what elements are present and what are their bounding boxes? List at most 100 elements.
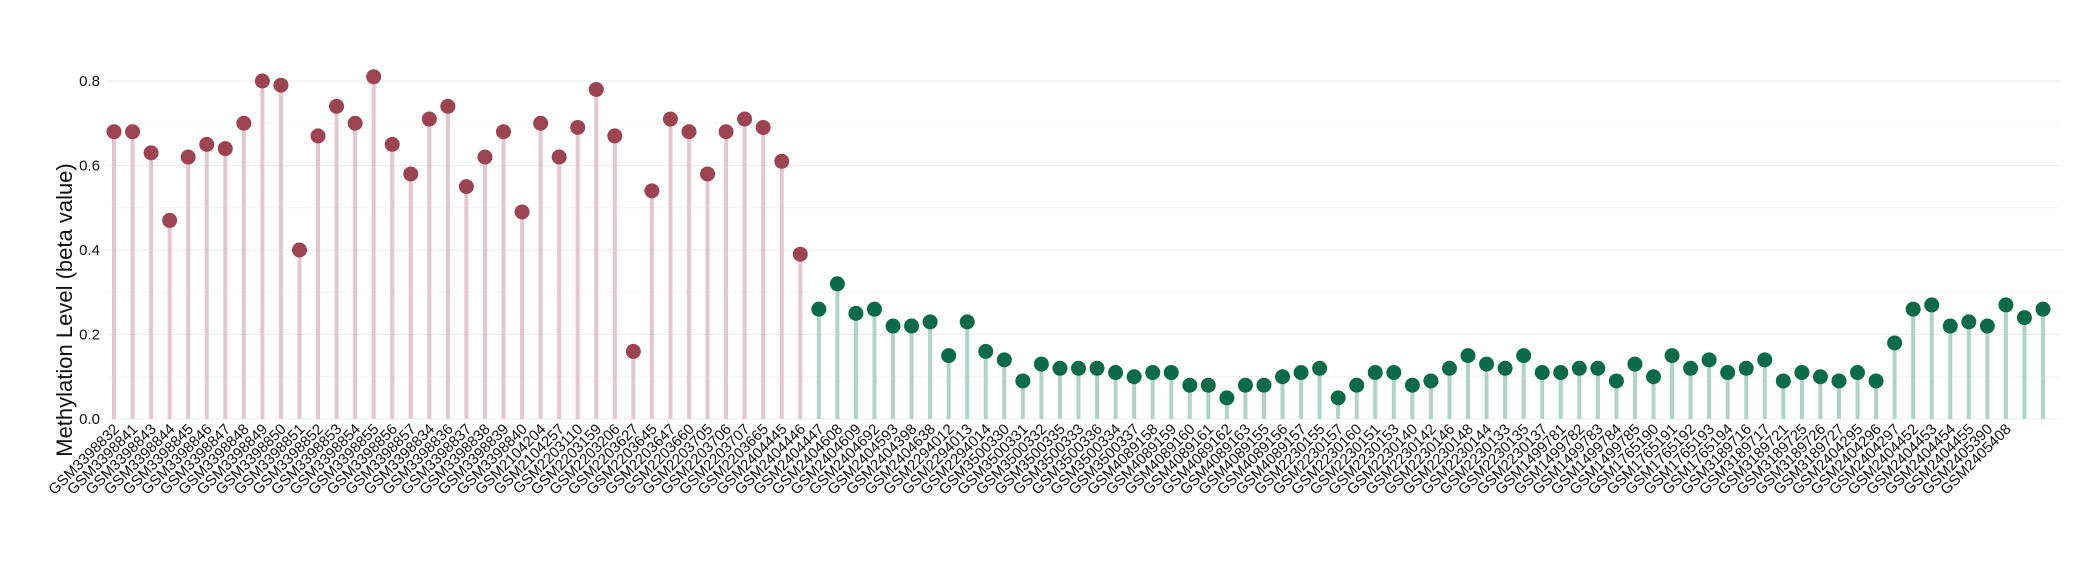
lollipop-dot [1479, 356, 1495, 372]
lollipop-dot [1757, 352, 1773, 368]
lollipop-dot [217, 141, 233, 157]
lollipop-dot [866, 301, 882, 317]
lollipop-dot [291, 242, 307, 258]
y-tick-label: 0.6 [79, 158, 100, 175]
lollipop-dot [1312, 360, 1328, 376]
lollipop-dot [329, 98, 345, 114]
lollipop-dot [959, 314, 975, 330]
lollipop-dot [1145, 365, 1161, 381]
lollipop-dot [1608, 373, 1624, 389]
lollipop-dot [607, 128, 623, 144]
lollipop-dot [662, 111, 678, 127]
lollipop-dot [1200, 377, 1216, 393]
lollipop-dot [829, 276, 845, 292]
y-tick-label: 0.0 [79, 411, 100, 428]
lollipop-dot [310, 128, 326, 144]
lollipop-dot [162, 212, 178, 228]
lollipop-dot [366, 69, 382, 85]
y-tick-label: 0.2 [79, 327, 100, 344]
lollipop-dot [1961, 314, 1977, 330]
lollipop-dot [1534, 365, 1550, 381]
lollipop-dot [199, 136, 215, 152]
lollipop-dot [1460, 348, 1476, 364]
lollipop-dot [811, 301, 827, 317]
lollipop-dot [1683, 360, 1699, 376]
lollipop-dot [551, 149, 567, 165]
lollipop-dot [1275, 369, 1291, 385]
lollipop-dot [1033, 356, 1049, 372]
lollipop-dot [1701, 352, 1717, 368]
lollipop-dot [1237, 377, 1253, 393]
lollipop-dot [1645, 369, 1661, 385]
lollipop-dot [440, 98, 456, 114]
lollipop-dot [143, 145, 159, 161]
lollipop-dot [996, 352, 1012, 368]
lollipop-dot [1850, 365, 1866, 381]
lollipop-dot [904, 318, 920, 334]
lollipop-dot [1108, 365, 1124, 381]
lollipop-dot [625, 343, 641, 359]
lollipop-dots [106, 69, 2051, 406]
lollipop-dot [458, 179, 474, 195]
lollipop-dot [1775, 373, 1791, 389]
lollipop-dot [403, 166, 419, 182]
lollipop-dot [1738, 360, 1754, 376]
lollipop-dot [125, 124, 141, 140]
lollipop-dot [106, 124, 122, 140]
lollipop-dot [792, 246, 808, 262]
lollipop-dot [1071, 360, 1086, 376]
lollipop-dot [1015, 373, 1031, 389]
lollipop-stems [112, 76, 2045, 419]
lollipop-dot [254, 73, 270, 89]
lollipop-dot [681, 124, 697, 140]
lollipop-dot [1330, 390, 1346, 406]
lollipop-dot [1404, 377, 1420, 393]
lollipop-dot [1831, 373, 1847, 389]
lollipop-dot [1349, 377, 1365, 393]
lollipop-dot [885, 318, 901, 334]
lollipop-dot [1924, 297, 1940, 313]
lollipop-dot [1905, 301, 1921, 317]
lollipop-dot [570, 119, 586, 135]
lollipop-dot [1423, 373, 1439, 389]
lollipop-dot [1219, 390, 1235, 406]
lollipop-dot [347, 115, 363, 131]
y-tick-label: 0.8 [79, 73, 100, 90]
lollipop-dot [848, 305, 864, 321]
lollipop-dot [1887, 335, 1903, 351]
lollipop-dot [755, 119, 771, 135]
grid-lines [108, 80, 2060, 420]
lollipop-dot [514, 204, 530, 220]
y-axis-ticks: 0.0 0.2 0.4 0.6 0.8 [79, 73, 100, 428]
lollipop-dot [533, 115, 549, 131]
lollipop-dot [2035, 301, 2051, 317]
lollipop-dot [1590, 360, 1606, 376]
lollipop-dot [700, 166, 716, 182]
lollipop-dot [644, 183, 660, 199]
lollipop-dot [1979, 318, 1995, 334]
lollipop-dot [737, 111, 753, 127]
lollipop-dot [1998, 297, 2014, 313]
lollipop-dot [1497, 360, 1513, 376]
lollipop-dot [588, 81, 604, 97]
lollipop-dot [1089, 360, 1105, 376]
lollipop-dot [1386, 365, 1402, 381]
lollipop-dot [421, 111, 437, 127]
y-axis-title: Methylation Level (beta value) [52, 163, 77, 457]
lollipop-dot [1052, 360, 1068, 376]
lollipop-dot [922, 314, 938, 330]
lollipop-dot [1441, 360, 1457, 376]
lollipop-dot [1812, 369, 1828, 385]
lollipop-dot [2016, 310, 2032, 326]
lollipop-dot [1664, 348, 1680, 364]
lollipop-dot [941, 348, 957, 364]
lollipop-dot [1571, 360, 1587, 376]
lollipop-dot [1794, 365, 1810, 381]
lollipop-dot [978, 343, 994, 359]
lollipop-dot [718, 124, 734, 140]
lollipop-dot [384, 136, 400, 152]
lollipop-dot [1868, 373, 1884, 389]
lollipop-dot [180, 149, 196, 165]
lollipop-dot [1627, 356, 1643, 372]
